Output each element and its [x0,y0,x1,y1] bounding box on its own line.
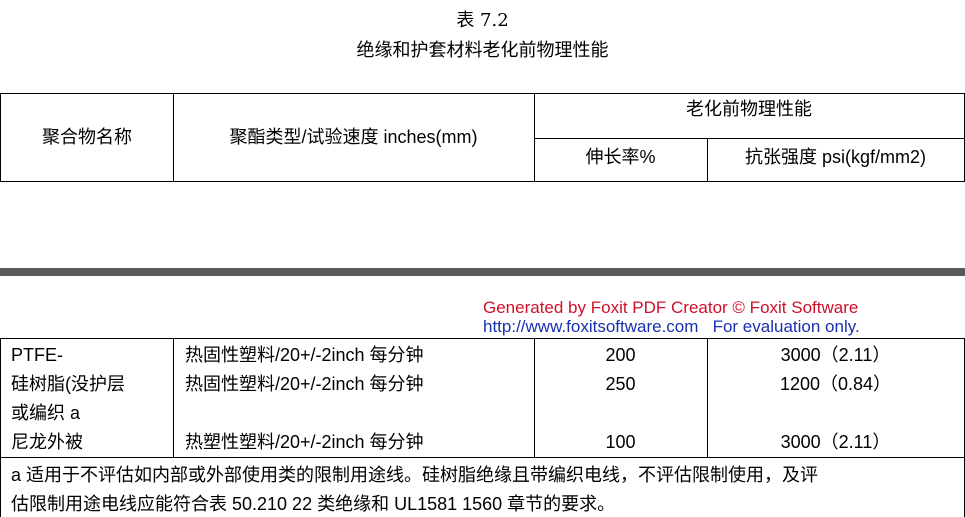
type-speed: 热固性塑料/20+/-2inch 每分钟 [185,345,424,365]
header-table: 聚合物名称 聚酯类型/试验速度 inches(mm) 老化前物理性能 伸长率% … [0,93,965,182]
type-speed: 热塑性塑料/20+/-2inch 每分钟 [185,432,424,452]
type-speed: 热固性塑料/20+/-2inch 每分钟 [185,374,424,394]
header-elongation: 伸长率% [585,147,656,167]
watermark-note: For evaluation only. [712,317,860,336]
header-type-speed: 聚酯类型/试验速度 inches(mm) [229,127,478,147]
watermark-line1: Generated by Foxit PDF Creator © Foxit S… [483,298,859,317]
elongation: 100 [605,432,636,452]
footnote-line1: a 适用于不评估如内部或外部使用类的限制用途线。硅树脂绝缘且带编织电线，不评估限… [11,465,819,485]
header-tensile: 抗张强度 psi(kgf/mm2) [744,147,926,167]
body-table: PTFE- 热固性塑料/20+/-2inch 每分钟 200 3000（2.11… [0,338,965,517]
tensile: 3000（2.11） [780,345,891,365]
tensile: 1200（0.84） [779,374,892,394]
polymer-name: 尼龙外被 [11,432,83,452]
elongation: 200 [605,345,636,365]
table-number: 表 7.2 [456,10,509,31]
footnote-line2: 估限制用途电线应能符合表 50.210 22 类绝缘和 UL1581 1560 … [11,494,616,514]
polymer-name: PTFE- [11,345,63,365]
table-title: 绝缘和护套材料老化前物理性能 [356,40,609,61]
header-group: 老化前物理性能 [686,99,812,119]
tensile: 3000（2.11） [780,432,891,452]
elongation: 250 [605,374,636,394]
header-polymer-name: 聚合物名称 [42,127,132,147]
polymer-name: 或编织 a [11,403,81,423]
page-divider [0,268,965,276]
watermark-link[interactable]: http://www.foxitsoftware.com [483,317,699,336]
polymer-name: 硅树脂(没护层 [11,374,125,394]
watermark-line2: http://www.foxitsoftware.com For evaluat… [483,317,860,336]
